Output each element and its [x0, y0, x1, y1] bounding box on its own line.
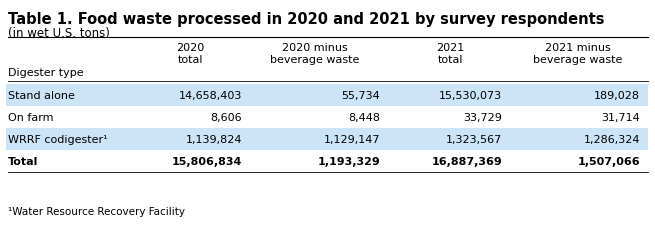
Text: 33,729: 33,729 [463, 112, 502, 122]
Text: 8,448: 8,448 [348, 112, 380, 122]
Text: 2020 minus
beverage waste: 2020 minus beverage waste [271, 43, 360, 64]
Bar [6, 128, 648, 150]
Text: 2021 minus
beverage waste: 2021 minus beverage waste [533, 43, 623, 64]
Text: 15,806,834: 15,806,834 [172, 156, 242, 166]
Text: 15,530,073: 15,530,073 [439, 91, 502, 101]
Text: Total: Total [8, 156, 39, 166]
Text: 2020
total: 2020 total [176, 43, 204, 64]
Text: 1,286,324: 1,286,324 [584, 134, 640, 144]
Bar [6, 85, 648, 106]
Text: (in wet U.S. tons): (in wet U.S. tons) [8, 27, 110, 40]
Text: 55,734: 55,734 [341, 91, 380, 101]
Text: 16,887,369: 16,887,369 [431, 156, 502, 166]
Text: Stand alone: Stand alone [8, 91, 75, 101]
Text: 189,028: 189,028 [594, 91, 640, 101]
Text: 8,606: 8,606 [210, 112, 242, 122]
Text: 1,323,567: 1,323,567 [446, 134, 502, 144]
Text: Digester type: Digester type [8, 68, 84, 78]
Text: 1,129,147: 1,129,147 [324, 134, 380, 144]
Text: WRRF codigester¹: WRRF codigester¹ [8, 134, 107, 144]
Text: 2021
total: 2021 total [436, 43, 464, 64]
Text: ¹Water Resource Recovery Facility: ¹Water Resource Recovery Facility [8, 206, 185, 216]
Text: 1,193,329: 1,193,329 [317, 156, 380, 166]
Text: Table 1. Food waste processed in 2020 and 2021 by survey respondents: Table 1. Food waste processed in 2020 an… [8, 12, 605, 27]
Text: 31,714: 31,714 [601, 112, 640, 122]
Text: 1,139,824: 1,139,824 [185, 134, 242, 144]
Text: 14,658,403: 14,658,403 [179, 91, 242, 101]
Text: On farm: On farm [8, 112, 54, 122]
Text: 1,507,066: 1,507,066 [577, 156, 640, 166]
